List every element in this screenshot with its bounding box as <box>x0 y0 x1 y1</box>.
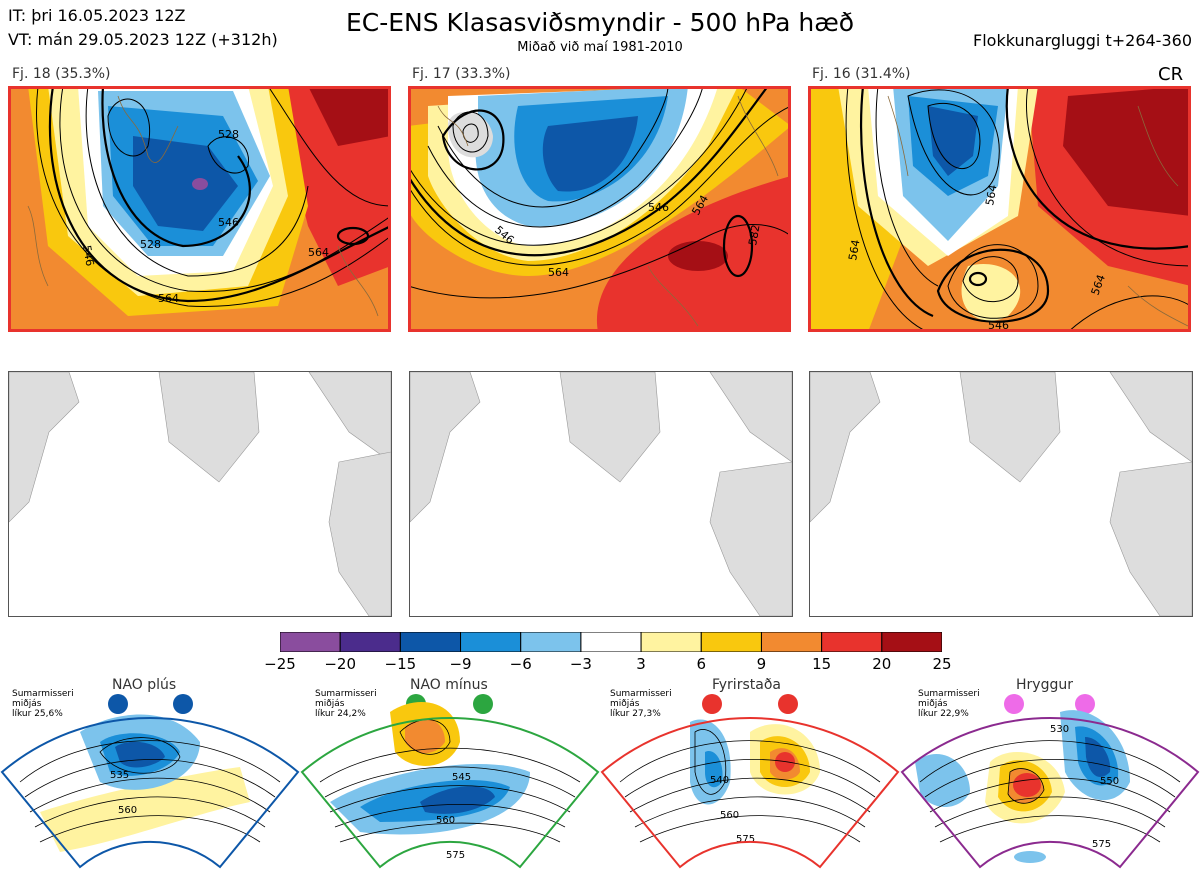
colorbar-tick-label: 9 <box>756 655 767 673</box>
colorbar-swatch <box>881 631 943 653</box>
contour-label: 560 <box>118 805 137 816</box>
colorbar-tick-label: −20 <box>324 655 356 673</box>
season-label: Sumarmisseri <box>610 689 672 699</box>
regime-dot <box>1004 694 1024 714</box>
page-subtitle: Miðað við maí 1981-2010 <box>517 40 683 55</box>
probability-label: líkur 22,9% <box>918 709 969 719</box>
colorbar-tick-label: 15 <box>812 655 832 673</box>
contour-label: 546 <box>648 201 669 214</box>
contour-label: 528 <box>140 238 161 251</box>
initial-time: IT: þri 16.05.2023 12Z <box>8 6 186 25</box>
regime-info: Sumarmisseri miðjás líkur 27,3% <box>610 689 672 719</box>
regime-dot <box>108 694 128 714</box>
contour-label: 550 <box>1100 776 1119 787</box>
classification-window: Flokkunargluggi t+264-360 <box>973 31 1192 50</box>
contour-label: 564 <box>983 184 999 207</box>
colorbar-tick-label: −25 <box>264 655 296 673</box>
colorbar-swatch <box>760 631 823 653</box>
level-label: miðjás <box>315 699 345 709</box>
regime-info: Sumarmisseri miðjás líkur 24,2% <box>315 689 377 719</box>
colorbar-tick-label: 3 <box>636 655 646 673</box>
contour-label: 564 <box>548 266 569 279</box>
page-title: EC-ENS Klasasviðsmyndir - 500 hPa hæð <box>345 8 855 37</box>
colorbar-tick-label: 20 <box>872 655 892 673</box>
probability-label: líkur 25,6% <box>12 709 63 719</box>
contour-label: 564 <box>158 292 179 305</box>
colorbar-swatch <box>279 631 341 653</box>
regime-dot <box>1075 694 1095 714</box>
contour-label: 545 <box>452 772 471 783</box>
regime-panel-2: NAO mínus Sumarmisseri miðjás líkur 24,2… <box>300 672 600 872</box>
contour-label: 546 <box>80 244 96 267</box>
colorbar-tick-label: −9 <box>449 655 472 673</box>
regime-info: Sumarmisseri miðjás líkur 25,6% <box>12 689 74 719</box>
cluster-map-1: 564 546 528 528 564 546 <box>8 86 391 332</box>
colorbar-swatch <box>700 631 762 653</box>
colorbar <box>279 631 943 653</box>
cluster-label-3: Fj. 16 (31.4%) <box>812 66 911 82</box>
colorbar-tick-label: −15 <box>384 655 417 673</box>
regime-dot <box>702 694 722 714</box>
regime-name: NAO mínus <box>410 677 488 693</box>
basemap-2 <box>409 371 793 617</box>
regime-dot <box>778 694 798 714</box>
probability-label: líkur 24,2% <box>315 709 366 719</box>
season-label: Sumarmisseri <box>12 689 74 699</box>
season-label: Sumarmisseri <box>315 689 377 699</box>
regime-panel-1: NAO plús Sumarmisseri miðjás líkur 25,6%… <box>0 672 300 872</box>
contour-label: 582 <box>746 224 762 247</box>
regime-info: Sumarmisseri miðjás líkur 22,9% <box>918 689 980 719</box>
regime-panel-3: Fyrirstaða Sumarmisseri miðjás líkur 27,… <box>600 672 900 872</box>
contour-label: 546 <box>218 216 239 229</box>
colorbar-swatch <box>640 631 702 653</box>
regime-dot <box>473 694 493 714</box>
colorbar-swatch <box>821 631 883 653</box>
basemap-1 <box>8 371 392 617</box>
valid-time: VT: mán 29.05.2023 12Z (+312h) <box>8 30 278 49</box>
contour-label: 530 <box>1050 724 1069 735</box>
contour-label: 575 <box>736 834 755 845</box>
basemap-3 <box>809 371 1193 617</box>
regime-name: NAO plús <box>112 677 177 693</box>
cluster-map-3: 546 564 564 564 <box>808 86 1191 332</box>
contour-label: 540 <box>710 775 729 786</box>
colorbar-tick-label: −3 <box>569 655 592 673</box>
cluster-label-1: Fj. 18 (35.3%) <box>12 66 111 82</box>
colorbar-swatch <box>520 631 582 653</box>
regime-name: Hryggur <box>1016 677 1073 693</box>
contour-label: 564 <box>308 246 329 259</box>
colorbar-swatch <box>580 631 642 653</box>
regime-panel-4: Hryggur Sumarmisseri miðjás líkur 22,9% … <box>900 672 1200 872</box>
probability-label: líkur 27,3% <box>610 709 661 719</box>
level-label: miðjás <box>918 699 948 709</box>
colorbar-tick-label: 25 <box>932 655 952 673</box>
cluster-map-2: 564 546 546 564 582 <box>408 86 791 332</box>
contour-label: 560 <box>436 815 455 826</box>
contour-label: 546 <box>988 319 1009 332</box>
contour-label: 535 <box>110 770 129 781</box>
contour-label: 575 <box>446 850 465 861</box>
colorbar-tick-label: 6 <box>696 655 707 673</box>
level-label: miðjás <box>610 699 640 709</box>
colorbar-swatch <box>460 631 522 653</box>
contour-label: 575 <box>1092 839 1111 850</box>
contour-label: 560 <box>720 810 739 821</box>
season-label: Sumarmisseri <box>918 689 980 699</box>
contour-label: 528 <box>218 128 239 141</box>
cr-label: CR <box>1158 64 1184 85</box>
level-label: miðjás <box>12 699 42 709</box>
colorbar-swatch <box>339 631 401 653</box>
contour-label: 564 <box>846 239 862 262</box>
colorbar-tick-label: −6 <box>509 655 532 673</box>
cluster-label-2: Fj. 17 (33.3%) <box>412 66 511 82</box>
regime-dot <box>173 694 193 714</box>
regime-name: Fyrirstaða <box>712 677 781 693</box>
colorbar-swatch <box>399 631 462 653</box>
